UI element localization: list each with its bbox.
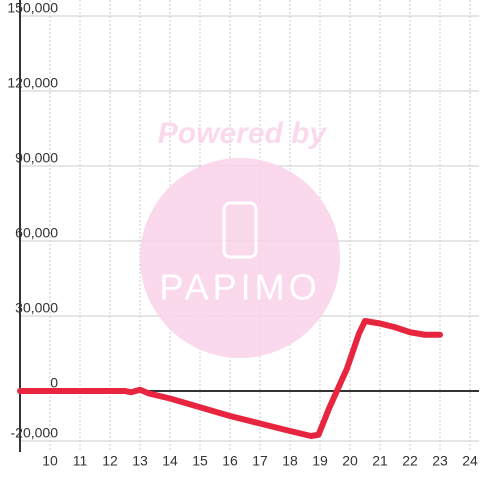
y-tick-label: 120,000 [7, 75, 58, 91]
y-tick-label: 0 [50, 375, 58, 391]
watermark-phone [222, 201, 258, 259]
x-tick-label: 10 [42, 453, 58, 469]
x-tick-label: 16 [222, 453, 238, 469]
x-tick-label: 14 [162, 453, 178, 469]
y-tick-label: 30,000 [15, 300, 58, 316]
y-tick-label: 150,000 [7, 0, 58, 16]
x-tick-label: 24 [462, 453, 478, 469]
y-tick-label: -20,000 [11, 425, 59, 441]
line-series [17, 318, 443, 439]
x-tick-label: 22 [402, 453, 418, 469]
x-tick-label: 23 [432, 453, 448, 469]
x-tick-label: 18 [282, 453, 298, 469]
x-tick-label: 21 [372, 453, 388, 469]
watermark-text: Powered by [158, 117, 328, 150]
watermark-logo: PAPIMO [159, 267, 320, 308]
x-tick-label: 15 [192, 453, 208, 469]
x-tick-label: 13 [132, 453, 148, 469]
x-tick-label: 12 [102, 453, 118, 469]
x-tick-label: 19 [312, 453, 328, 469]
x-tick-label: 17 [252, 453, 268, 469]
y-tick-label: 60,000 [15, 225, 58, 241]
x-tick-label: 11 [73, 453, 88, 469]
x-tick-label: 20 [342, 453, 358, 469]
y-tick-label: 90,000 [15, 150, 58, 166]
watermark: Powered by PAPIMO [140, 117, 340, 358]
